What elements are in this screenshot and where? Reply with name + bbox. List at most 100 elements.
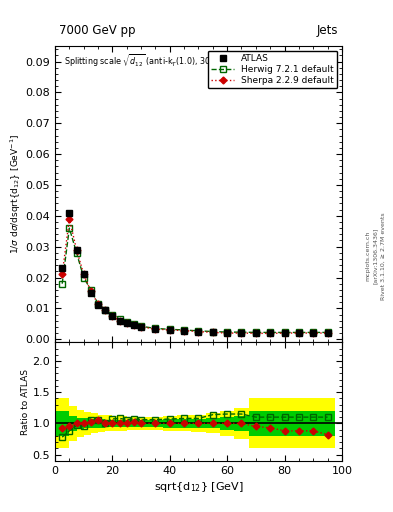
FancyBboxPatch shape bbox=[55, 398, 70, 449]
Text: [arXiv:1306.3436]: [arXiv:1306.3436] bbox=[373, 228, 378, 284]
Herwig 7.2.1 default bbox=[167, 326, 172, 332]
ATLAS bbox=[253, 330, 258, 336]
Herwig 7.2.1 default bbox=[325, 329, 330, 335]
FancyBboxPatch shape bbox=[234, 416, 249, 431]
FancyBboxPatch shape bbox=[249, 411, 263, 436]
FancyBboxPatch shape bbox=[119, 417, 134, 430]
FancyBboxPatch shape bbox=[77, 418, 91, 429]
ATLAS bbox=[125, 320, 129, 326]
FancyBboxPatch shape bbox=[177, 415, 191, 432]
Sherpa 2.2.9 default bbox=[153, 326, 158, 332]
FancyBboxPatch shape bbox=[119, 420, 134, 427]
Herwig 7.2.1 default bbox=[196, 328, 201, 334]
Line: Herwig 7.2.1 default: Herwig 7.2.1 default bbox=[59, 225, 331, 335]
ATLAS bbox=[132, 322, 136, 328]
FancyBboxPatch shape bbox=[112, 416, 127, 431]
FancyBboxPatch shape bbox=[112, 420, 127, 427]
Herwig 7.2.1 default bbox=[182, 327, 187, 333]
FancyBboxPatch shape bbox=[277, 411, 292, 436]
Sherpa 2.2.9 default bbox=[325, 330, 330, 336]
Sherpa 2.2.9 default bbox=[311, 330, 316, 336]
Sherpa 2.2.9 default bbox=[139, 324, 143, 330]
Herwig 7.2.1 default bbox=[311, 329, 316, 335]
ATLAS bbox=[88, 290, 93, 296]
Sherpa 2.2.9 default bbox=[81, 271, 86, 278]
ATLAS bbox=[182, 328, 187, 334]
ATLAS bbox=[297, 330, 301, 336]
Herwig 7.2.1 default bbox=[239, 329, 244, 335]
Text: 7000 GeV pp: 7000 GeV pp bbox=[59, 24, 136, 37]
FancyBboxPatch shape bbox=[70, 418, 84, 429]
ATLAS bbox=[74, 247, 79, 253]
ATLAS bbox=[117, 317, 122, 324]
FancyBboxPatch shape bbox=[320, 398, 335, 449]
Y-axis label: 1/$\sigma$ d$\sigma$/dsqrt{d$_{12}$} [GeV$^{-1}$]: 1/$\sigma$ d$\sigma$/dsqrt{d$_{12}$} [Ge… bbox=[8, 134, 23, 254]
FancyBboxPatch shape bbox=[70, 410, 84, 437]
Text: Rivet 3.1.10, ≥ 2.7M events: Rivet 3.1.10, ≥ 2.7M events bbox=[381, 212, 386, 300]
Sherpa 2.2.9 default bbox=[88, 288, 93, 294]
FancyBboxPatch shape bbox=[98, 420, 112, 427]
FancyBboxPatch shape bbox=[62, 406, 77, 441]
Herwig 7.2.1 default bbox=[96, 301, 101, 307]
FancyBboxPatch shape bbox=[134, 417, 148, 430]
FancyBboxPatch shape bbox=[263, 398, 277, 449]
FancyBboxPatch shape bbox=[163, 416, 177, 431]
Herwig 7.2.1 default bbox=[225, 329, 230, 335]
Sherpa 2.2.9 default bbox=[211, 329, 215, 335]
ATLAS bbox=[153, 326, 158, 332]
FancyBboxPatch shape bbox=[91, 415, 105, 432]
Line: ATLAS: ATLAS bbox=[59, 210, 331, 336]
FancyBboxPatch shape bbox=[263, 411, 277, 436]
Sherpa 2.2.9 default bbox=[196, 328, 201, 334]
ATLAS bbox=[225, 330, 230, 336]
Sherpa 2.2.9 default bbox=[96, 301, 101, 307]
Sherpa 2.2.9 default bbox=[103, 307, 108, 313]
FancyBboxPatch shape bbox=[306, 411, 320, 436]
FancyBboxPatch shape bbox=[177, 419, 191, 428]
Sherpa 2.2.9 default bbox=[60, 271, 64, 278]
Sherpa 2.2.9 default bbox=[117, 317, 122, 324]
FancyBboxPatch shape bbox=[191, 415, 206, 432]
FancyBboxPatch shape bbox=[91, 419, 105, 428]
ATLAS bbox=[239, 330, 244, 336]
Sherpa 2.2.9 default bbox=[297, 330, 301, 336]
FancyBboxPatch shape bbox=[148, 420, 163, 427]
FancyBboxPatch shape bbox=[84, 413, 98, 433]
ATLAS bbox=[211, 329, 215, 335]
FancyBboxPatch shape bbox=[77, 412, 91, 435]
Herwig 7.2.1 default bbox=[103, 307, 108, 313]
FancyBboxPatch shape bbox=[320, 411, 335, 436]
Sherpa 2.2.9 default bbox=[110, 313, 115, 319]
ATLAS bbox=[67, 209, 72, 216]
Sherpa 2.2.9 default bbox=[268, 330, 273, 336]
FancyBboxPatch shape bbox=[84, 419, 98, 428]
FancyBboxPatch shape bbox=[62, 416, 77, 431]
FancyBboxPatch shape bbox=[127, 420, 141, 427]
Herwig 7.2.1 default bbox=[125, 319, 129, 325]
ATLAS bbox=[196, 328, 201, 334]
Herwig 7.2.1 default bbox=[139, 323, 143, 329]
FancyBboxPatch shape bbox=[234, 408, 249, 439]
Text: mcplots.cern.ch: mcplots.cern.ch bbox=[365, 231, 370, 281]
Sherpa 2.2.9 default bbox=[253, 330, 258, 336]
FancyBboxPatch shape bbox=[306, 398, 320, 449]
FancyBboxPatch shape bbox=[220, 411, 234, 436]
ATLAS bbox=[311, 330, 316, 336]
Sherpa 2.2.9 default bbox=[282, 330, 287, 336]
Sherpa 2.2.9 default bbox=[182, 328, 187, 334]
Sherpa 2.2.9 default bbox=[125, 320, 129, 326]
Herwig 7.2.1 default bbox=[268, 329, 273, 335]
ATLAS bbox=[81, 271, 86, 278]
Text: Jets: Jets bbox=[316, 24, 338, 37]
ATLAS bbox=[167, 327, 172, 333]
Herwig 7.2.1 default bbox=[110, 311, 115, 317]
Sherpa 2.2.9 default bbox=[74, 247, 79, 253]
Herwig 7.2.1 default bbox=[117, 316, 122, 322]
Legend: ATLAS, Herwig 7.2.1 default, Sherpa 2.2.9 default: ATLAS, Herwig 7.2.1 default, Sherpa 2.2.… bbox=[208, 51, 338, 89]
FancyBboxPatch shape bbox=[220, 417, 234, 430]
FancyBboxPatch shape bbox=[98, 415, 112, 432]
ATLAS bbox=[268, 330, 273, 336]
Herwig 7.2.1 default bbox=[253, 329, 258, 335]
Y-axis label: Ratio to ATLAS: Ratio to ATLAS bbox=[20, 369, 29, 435]
FancyBboxPatch shape bbox=[148, 417, 163, 430]
